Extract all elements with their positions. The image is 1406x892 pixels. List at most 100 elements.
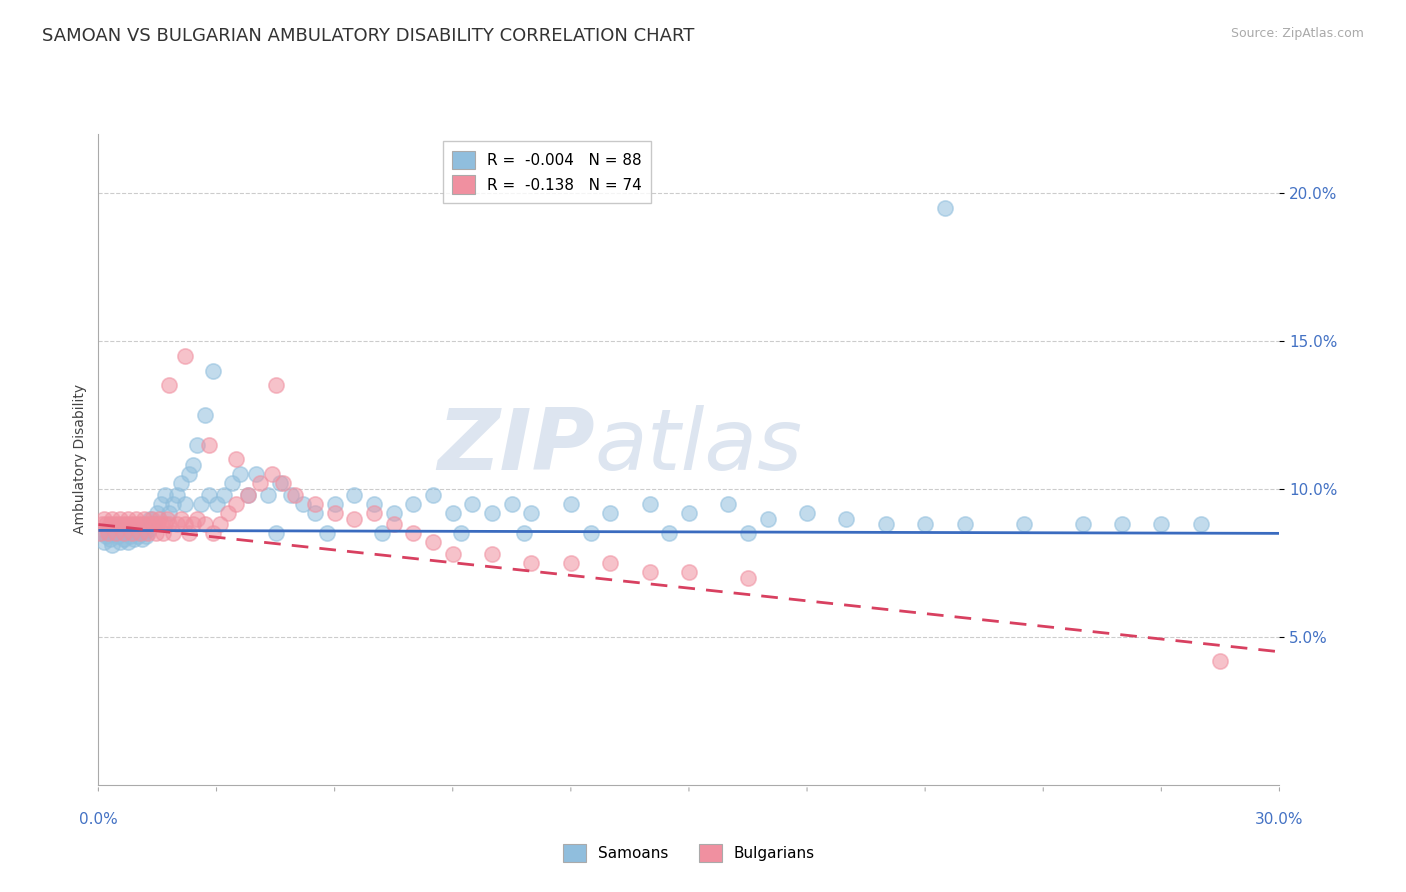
Point	[103, 517, 125, 532]
Point	[638, 497, 661, 511]
Point	[117, 535, 139, 549]
Point	[93, 511, 115, 525]
Point	[1209, 654, 1232, 668]
Point	[96, 529, 118, 543]
Point	[209, 517, 232, 532]
Legend: Samoans, Bulgarians: Samoans, Bulgarians	[557, 838, 821, 869]
Point	[108, 511, 131, 525]
Point	[101, 538, 124, 552]
Point	[269, 476, 291, 491]
Point	[236, 488, 259, 502]
Text: 30.0%: 30.0%	[1256, 812, 1303, 827]
Point	[122, 517, 145, 532]
Point	[121, 524, 143, 538]
Point	[1189, 517, 1212, 532]
Point	[579, 526, 602, 541]
Point	[156, 511, 179, 525]
Point	[450, 526, 472, 541]
Point	[225, 497, 247, 511]
Point	[150, 517, 173, 532]
Point	[91, 517, 114, 532]
Point	[1150, 517, 1173, 532]
Point	[174, 497, 197, 511]
Point	[145, 526, 167, 541]
Point	[93, 535, 115, 549]
Point	[107, 529, 129, 543]
Point	[280, 488, 302, 502]
Point	[512, 526, 534, 541]
Point	[115, 517, 138, 532]
Point	[236, 488, 259, 502]
Point	[132, 511, 155, 525]
Point	[249, 476, 271, 491]
Point	[101, 511, 124, 525]
Point	[658, 526, 681, 541]
Point	[181, 458, 204, 473]
Point	[115, 526, 138, 541]
Point	[205, 497, 228, 511]
Point	[105, 526, 128, 541]
Point	[146, 517, 169, 532]
Point	[174, 517, 197, 532]
Point	[141, 511, 163, 525]
Point	[737, 526, 759, 541]
Point	[221, 476, 243, 491]
Point	[118, 517, 141, 532]
Point	[194, 408, 217, 422]
Point	[599, 506, 621, 520]
Y-axis label: Ambulatory Disability: Ambulatory Disability	[73, 384, 87, 534]
Point	[201, 526, 224, 541]
Point	[136, 524, 159, 538]
Point	[148, 511, 170, 525]
Point	[402, 526, 425, 541]
Point	[256, 488, 278, 502]
Point	[132, 526, 155, 541]
Point	[127, 517, 149, 532]
Point	[157, 506, 180, 520]
Point	[315, 526, 337, 541]
Point	[214, 488, 236, 502]
Point	[138, 511, 160, 525]
Point	[560, 497, 582, 511]
Point	[117, 511, 139, 525]
Point	[520, 506, 543, 520]
Point	[835, 511, 858, 525]
Point	[225, 452, 247, 467]
Point	[155, 488, 177, 502]
Point	[304, 506, 326, 520]
Point	[371, 526, 394, 541]
Point	[441, 506, 464, 520]
Point	[112, 526, 135, 541]
Point	[1071, 517, 1094, 532]
Point	[128, 526, 150, 541]
Point	[796, 506, 818, 520]
Point	[264, 526, 287, 541]
Point	[177, 526, 200, 541]
Point	[323, 497, 346, 511]
Point	[422, 488, 444, 502]
Point	[560, 556, 582, 570]
Point	[186, 511, 208, 525]
Point	[118, 529, 141, 543]
Point	[170, 511, 193, 525]
Point	[260, 467, 283, 482]
Point	[1111, 517, 1133, 532]
Point	[229, 467, 252, 482]
Point	[121, 526, 143, 541]
Point	[756, 511, 779, 525]
Point	[111, 517, 134, 532]
Point	[953, 517, 976, 532]
Point	[197, 488, 219, 502]
Point	[737, 571, 759, 585]
Point	[138, 517, 160, 532]
Point	[363, 497, 385, 511]
Point	[343, 511, 366, 525]
Point	[107, 517, 129, 532]
Point	[186, 437, 208, 451]
Point	[96, 517, 118, 532]
Point	[914, 517, 936, 532]
Point	[194, 517, 217, 532]
Point	[136, 526, 159, 541]
Point	[1012, 517, 1035, 532]
Text: SAMOAN VS BULGARIAN AMBULATORY DISABILITY CORRELATION CHART: SAMOAN VS BULGARIAN AMBULATORY DISABILIT…	[42, 27, 695, 45]
